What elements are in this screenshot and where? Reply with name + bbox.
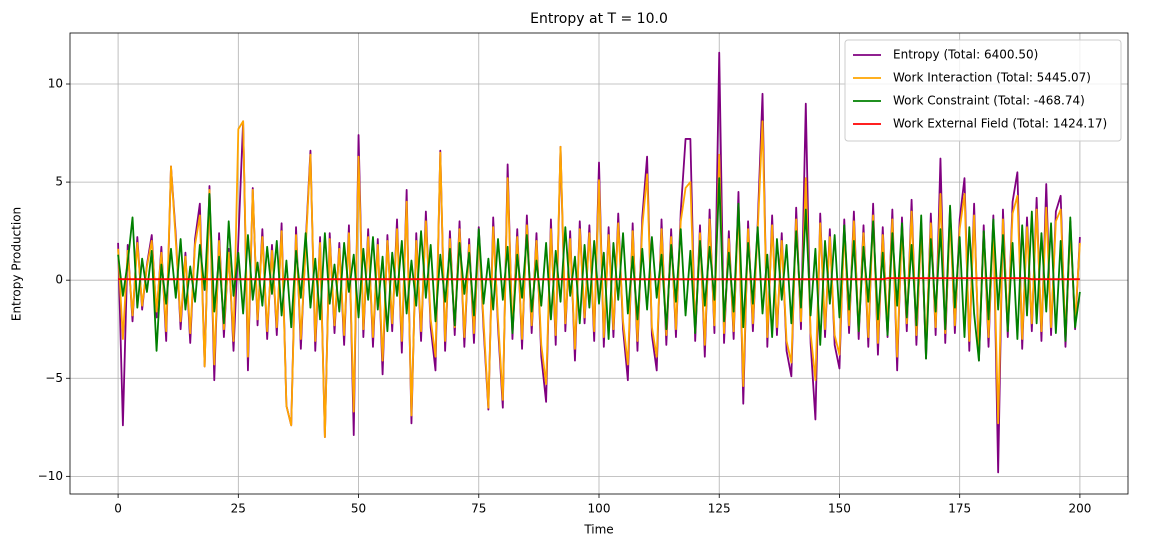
x-tick-label: 25 <box>231 502 246 516</box>
x-tick-label: 100 <box>588 502 611 516</box>
x-tick-label: 0 <box>114 502 122 516</box>
y-tick-label: 10 <box>48 77 63 91</box>
y-tick-label: −10 <box>38 469 63 483</box>
y-tick-label: 5 <box>55 175 63 189</box>
x-tick-label: 150 <box>828 502 851 516</box>
y-tick-label: 0 <box>55 273 63 287</box>
y-tick-label: −5 <box>45 371 63 385</box>
plot-frame <box>69 32 1129 495</box>
legend-label: Work Interaction (Total: 5445.07) <box>893 71 1091 85</box>
series-line <box>117 177 1081 362</box>
x-tick-label: 50 <box>351 502 366 516</box>
chart-title: Entropy at T = 10.0 <box>530 11 668 27</box>
legend-label: Work External Field (Total: 1424.17) <box>893 117 1107 131</box>
legend-label: Entropy (Total: 6400.50) <box>893 48 1038 62</box>
x-axis-label: Time <box>583 523 613 537</box>
x-tick-label: 75 <box>471 502 486 516</box>
y-axis-label: Entropy Production <box>10 207 24 321</box>
series-line <box>118 277 1080 281</box>
x-tick-label: 125 <box>708 502 731 516</box>
x-tick-label: 175 <box>948 502 971 516</box>
legend: Entropy (Total: 6400.50) Work Interaction… <box>844 39 1122 142</box>
x-tick-label: 200 <box>1068 502 1091 516</box>
legend-box <box>844 39 1122 142</box>
legend-label: Work Constraint (Total: -468.74) <box>893 94 1085 108</box>
